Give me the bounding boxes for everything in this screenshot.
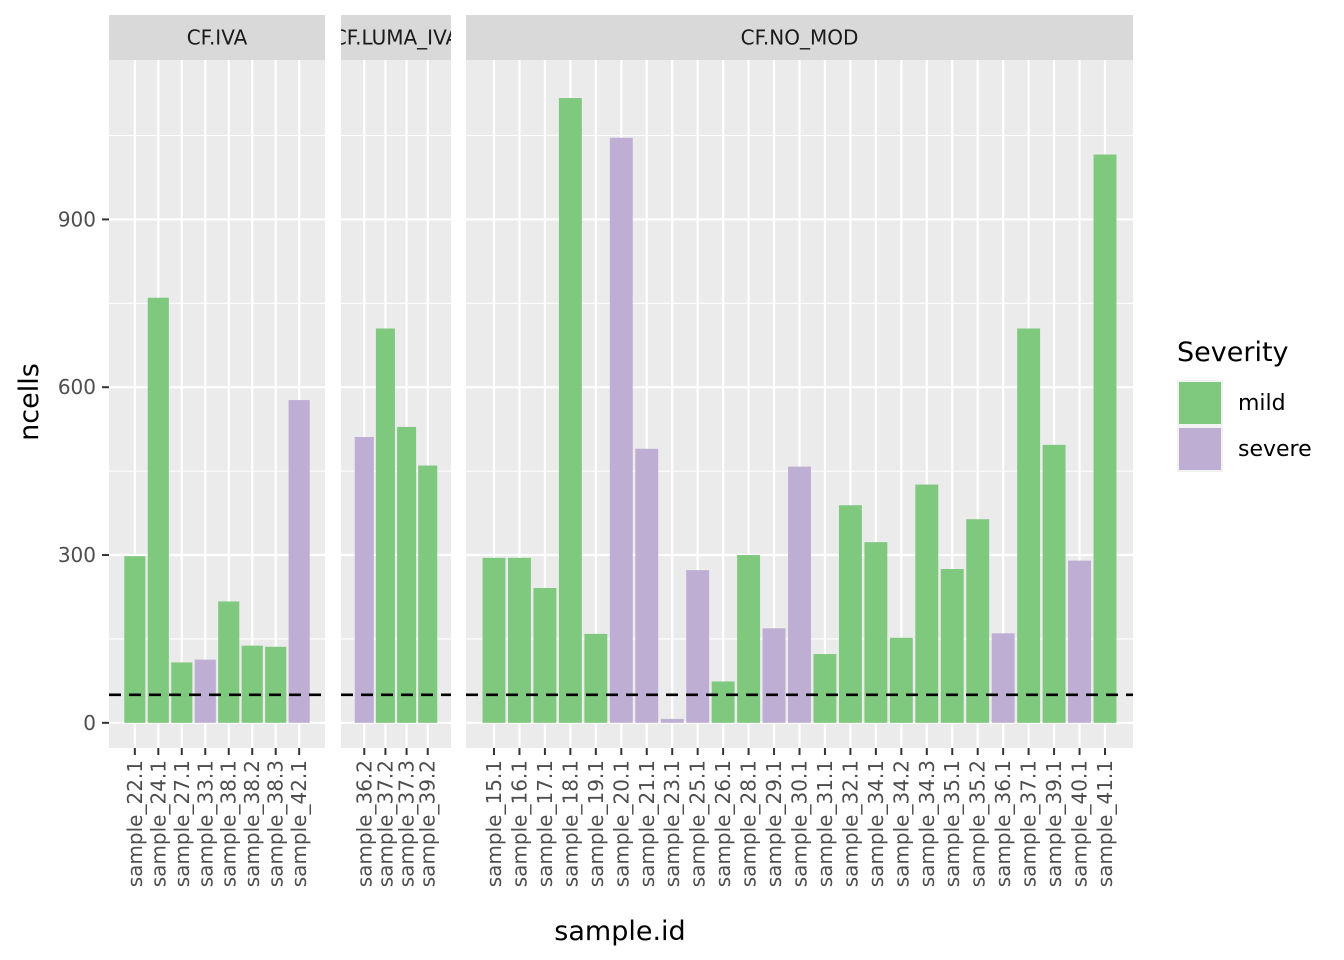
y-tick-label: 900: [58, 207, 96, 231]
x-tick-label: sample_22.1: [123, 760, 147, 887]
bar-sample_35.2: [966, 519, 990, 723]
bar-sample_38.1: [218, 601, 240, 723]
legend-label-severe: severe: [1238, 437, 1312, 462]
x-tick-label: sample_38.1: [217, 760, 241, 887]
facet-strip-label: CF.NO_MOD: [741, 26, 859, 50]
legend-label-mild: mild: [1238, 391, 1286, 416]
bar-sample_36.2: [354, 437, 374, 723]
x-tick-label: sample_16.1: [507, 760, 531, 887]
facet-strip: [341, 15, 451, 60]
x-tick-label: sample_23.1: [660, 760, 684, 887]
bar-sample_34.2: [889, 637, 913, 723]
x-tick-label: sample_29.1: [762, 760, 786, 887]
x-tick-label: sample_35.2: [966, 760, 990, 887]
bar-sample_36.1: [991, 633, 1015, 723]
x-tick-label: sample_27.1: [170, 760, 194, 887]
bar-sample_27.1: [171, 662, 193, 723]
bar-sample_33.1: [194, 659, 216, 723]
bar-sample_40.1: [1068, 560, 1091, 723]
bar-sample_19.1: [584, 633, 608, 723]
x-tick-label: sample_35.1: [940, 760, 964, 887]
x-tick-label: sample_25.1: [686, 760, 710, 887]
bar-sample_29.1: [762, 628, 786, 723]
x-tick-label: sample_37.3: [395, 760, 419, 887]
legend: Severity mild severe: [1177, 337, 1312, 472]
x-tick-label: sample_38.2: [240, 760, 264, 887]
bar-sample_34.3: [915, 484, 939, 723]
bar-sample_34.1: [864, 542, 888, 723]
x-tick-label: sample_37.2: [373, 760, 397, 887]
x-tick-label: sample_21.1: [635, 760, 659, 887]
bar-sample_18.1: [558, 98, 582, 723]
facet-strip-label: CF.LUMA_IVA: [333, 26, 460, 50]
x-tick-label: sample_38.3: [264, 760, 288, 887]
bar-sample_39.2: [418, 465, 438, 723]
x-tick-label: sample_42.1: [287, 760, 311, 887]
x-tick-label: sample_41.1: [1093, 760, 1117, 887]
x-tick-label: sample_36.1: [991, 760, 1015, 887]
x-tick-label: sample_40.1: [1068, 760, 1092, 887]
bar-sample_15.1: [482, 557, 506, 723]
y-tick-label: 300: [58, 543, 96, 567]
bar-sample_21.1: [635, 448, 659, 723]
x-tick-label: sample_34.1: [864, 760, 888, 887]
legend-title: Severity: [1177, 337, 1289, 368]
bar-sample_37.3: [397, 426, 417, 723]
x-tick-label: sample_33.1: [193, 760, 217, 887]
y-tick-label: 0: [83, 711, 96, 735]
x-tick-label: sample_17.1: [533, 760, 557, 887]
facet-panel: CF.NO_MOD sample_15.1 sample_16.1 sample_17…: [466, 15, 1133, 887]
x-tick-label: sample_36.2: [352, 760, 376, 887]
bar-sample_17.1: [533, 588, 557, 723]
x-tick-label: sample_20.1: [609, 760, 633, 887]
x-tick-label: sample_32.1: [838, 760, 862, 887]
x-tick-label: sample_19.1: [584, 760, 608, 887]
x-tick-label: sample_18.1: [558, 760, 582, 887]
bar-sample_32.1: [838, 505, 862, 723]
bar-sample_22.1: [124, 556, 146, 723]
bar-sample_26.1: [711, 681, 735, 723]
legend-swatch-severe: [1179, 428, 1221, 470]
bar-sample_38.3: [265, 646, 287, 723]
bar-sample_30.1: [788, 466, 811, 723]
bar-sample_20.1: [609, 137, 633, 723]
x-tick-label: sample_39.1: [1042, 760, 1066, 887]
y-tick-label: 600: [58, 375, 96, 399]
bar-sample_42.1: [288, 400, 310, 723]
x-tick-label: sample_34.3: [915, 760, 939, 887]
y-axis: 0 300 600 900: [58, 207, 109, 735]
legend-swatch-mild: [1179, 382, 1221, 424]
y-axis-title: ncells: [14, 363, 45, 441]
bar-sample_23.1: [660, 718, 684, 723]
x-tick-label: sample_34.2: [889, 760, 913, 887]
bar-sample_28.1: [737, 555, 761, 723]
x-tick-label: sample_28.1: [737, 760, 761, 887]
bar-sample_31.1: [813, 654, 837, 723]
bar-sample_38.2: [241, 645, 263, 723]
facet-strip-label: CF.IVA: [187, 26, 248, 50]
facet-strip: [109, 15, 325, 60]
bar-sample_35.1: [940, 569, 964, 723]
bar-sample_37.2: [375, 328, 395, 723]
x-tick-label: sample_24.1: [146, 760, 170, 887]
x-tick-label: sample_15.1: [482, 760, 506, 887]
x-tick-label: sample_37.1: [1017, 760, 1041, 887]
bar-sample_24.1: [147, 297, 169, 723]
facet-panel: CF.LUMA_IVAsample_36.2sample_37.2sample_…: [333, 15, 460, 887]
x-tick-label: sample_31.1: [813, 760, 837, 887]
bar-sample_25.1: [686, 570, 710, 723]
x-axis-title: sample.id: [554, 916, 685, 947]
x-tick-label: sample_30.1: [788, 760, 812, 887]
bar-sample_41.1: [1093, 154, 1117, 723]
x-tick-label: sample_39.2: [416, 760, 440, 887]
facet-strip: [466, 15, 1133, 60]
x-tick-label: sample_26.1: [711, 760, 735, 887]
bar-sample_39.1: [1042, 444, 1066, 723]
bar-sample_37.1: [1017, 328, 1041, 723]
bar-sample_16.1: [508, 557, 531, 723]
